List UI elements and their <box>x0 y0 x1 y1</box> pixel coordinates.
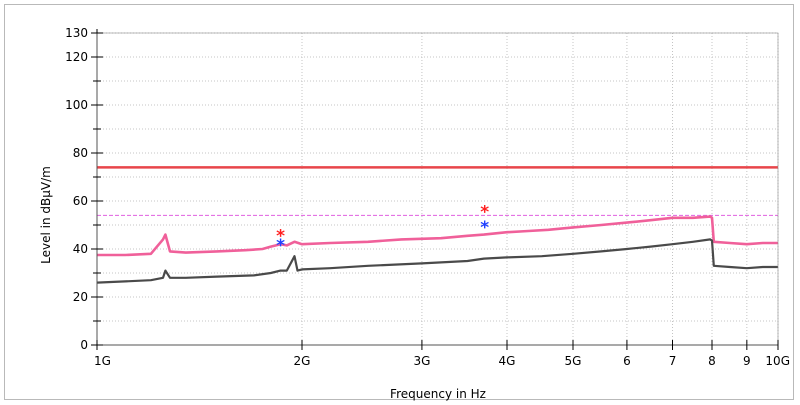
x-tick-label: 5G <box>565 354 582 368</box>
limit-lines <box>97 166 778 216</box>
y-axis-title: Level in dBμV/m <box>39 166 53 264</box>
x-tick-label: 4G <box>499 354 516 368</box>
y-tick-label: 60 <box>73 194 88 208</box>
y-tick-label: 0 <box>80 338 88 352</box>
measurement-marker: * <box>480 203 489 223</box>
marker-layer: **** <box>276 203 489 257</box>
y-tick-label: 40 <box>73 242 88 256</box>
y-tick-label: 120 <box>65 50 88 64</box>
tick-labels: 0 20 40 60 80 100 120 130 1G 2G 3G 4G 5G 6 7 8 9 10G <box>65 26 790 368</box>
axes <box>91 29 779 350</box>
x-tick-label: 3G <box>413 354 430 368</box>
x-tick-label: 7 <box>669 354 677 368</box>
y-tick-label: 130 <box>65 26 88 40</box>
y-tick-label: 20 <box>73 290 88 304</box>
x-tick-label: 10G <box>765 354 790 368</box>
series-line-peak <box>97 215 778 257</box>
x-axis-title: Frequency in Hz <box>390 387 486 401</box>
measurement-marker: * <box>480 218 489 238</box>
grid <box>96 32 779 346</box>
x-tick-label: 8 <box>708 354 716 368</box>
x-tick-label: 6 <box>623 354 631 368</box>
measurement-marker: * <box>276 236 285 256</box>
series-line-average <box>96 238 778 284</box>
series-layer <box>96 215 778 284</box>
plot-border <box>96 32 779 346</box>
x-tick-label: 2G <box>294 354 311 368</box>
x-tick-label: 9 <box>743 354 751 368</box>
y-tick-label: 100 <box>65 98 88 112</box>
y-tick-label: 80 <box>73 146 88 160</box>
plot-area <box>97 33 778 345</box>
measurement-marker: * <box>276 227 285 247</box>
x-tick-label: 1G <box>94 354 111 368</box>
